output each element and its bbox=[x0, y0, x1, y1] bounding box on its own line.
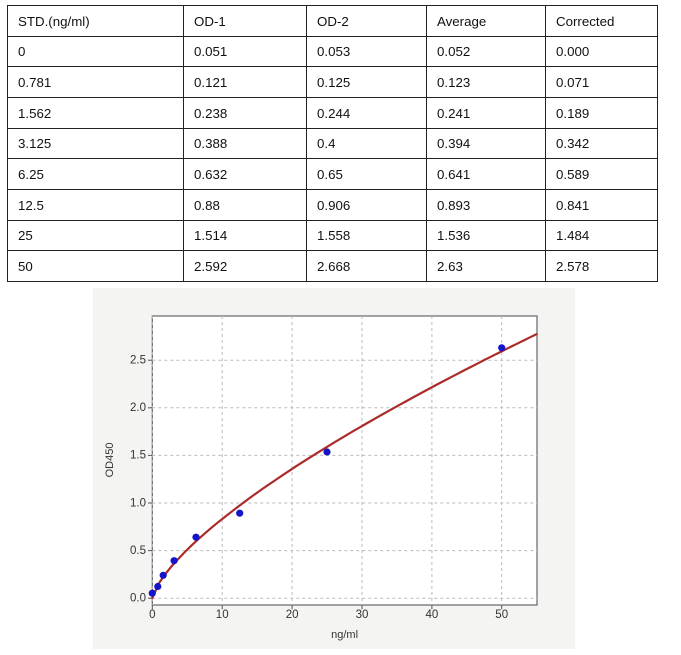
svg-text:0.0: 0.0 bbox=[130, 593, 146, 605]
svg-text:1.5: 1.5 bbox=[130, 450, 146, 462]
svg-text:OD450: OD450 bbox=[104, 443, 116, 478]
svg-text:2.5: 2.5 bbox=[130, 355, 146, 367]
svg-text:40: 40 bbox=[426, 609, 439, 621]
svg-text:50: 50 bbox=[495, 609, 508, 621]
svg-text:2.0: 2.0 bbox=[130, 402, 146, 414]
svg-text:10: 10 bbox=[216, 609, 229, 621]
svg-text:1.0: 1.0 bbox=[130, 497, 146, 509]
svg-text:ng/ml: ng/ml bbox=[331, 629, 358, 641]
svg-text:0: 0 bbox=[149, 609, 155, 621]
svg-text:20: 20 bbox=[286, 609, 299, 621]
svg-text:0.5: 0.5 bbox=[130, 545, 146, 557]
svg-text:30: 30 bbox=[356, 609, 369, 621]
